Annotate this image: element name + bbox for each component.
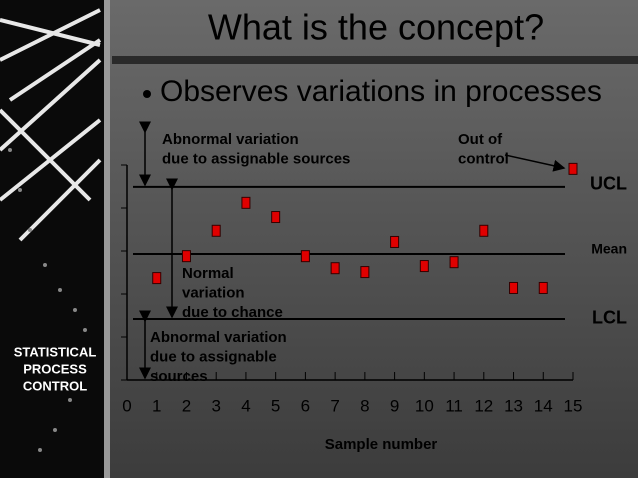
x-tick-label: 0 — [122, 396, 131, 415]
data-point — [152, 272, 162, 285]
annotation: Abnormal variation — [150, 329, 287, 346]
data-point — [360, 266, 370, 279]
data-point — [390, 235, 400, 248]
x-tick-label: 6 — [301, 396, 310, 415]
data-point — [300, 250, 310, 263]
x-tick-label: 13 — [504, 396, 523, 415]
dots — [8, 148, 87, 452]
annotation: due to assignable — [150, 348, 277, 365]
x-tick-label: 4 — [241, 396, 250, 415]
bullet — [143, 90, 151, 98]
x-tick-label: 2 — [182, 396, 191, 415]
annotation: due to chance — [182, 304, 283, 321]
annotation: control — [458, 150, 509, 167]
x-tick-label: 15 — [564, 396, 583, 415]
data-point — [211, 224, 221, 237]
data-point — [538, 281, 548, 294]
data-point — [479, 224, 489, 237]
data-point — [330, 262, 340, 275]
divider — [104, 0, 110, 478]
annotation: sources — [150, 368, 208, 385]
data-point — [181, 250, 191, 263]
side-label: CONTROL — [23, 378, 87, 393]
data-point — [271, 211, 281, 224]
x-axis-label: Sample number — [325, 436, 438, 453]
annotation: Abnormal variation — [162, 131, 299, 148]
x-tick-label: 9 — [390, 396, 399, 415]
side-label: STATISTICAL — [14, 344, 97, 359]
side-label: PROCESS — [23, 361, 87, 376]
x-tick-label: 8 — [360, 396, 369, 415]
control-line-label: LCL — [592, 308, 627, 328]
x-tick-label: 1 — [152, 396, 161, 415]
arrows — [139, 121, 566, 380]
x-tick-label: 14 — [534, 396, 553, 415]
control-line-label: UCL — [590, 174, 627, 194]
title: What is the concept? — [208, 7, 544, 48]
control-line-label: Mean — [591, 241, 627, 257]
left-strip — [0, 0, 110, 478]
annotation: due to assignable sources — [162, 150, 350, 167]
data-point — [419, 260, 429, 273]
data-point — [241, 196, 251, 209]
x-tick-label: 3 — [211, 396, 220, 415]
data-point — [568, 162, 578, 175]
annotation: Out of — [458, 131, 503, 148]
x-tick-label: 11 — [445, 396, 463, 415]
decoration — [0, 8, 102, 242]
x-tick-label: 7 — [330, 396, 339, 415]
x-tick-label: 12 — [474, 396, 493, 415]
data-point — [449, 256, 459, 269]
title-bar — [112, 56, 638, 64]
x-tick-label: 5 — [271, 396, 280, 415]
annotation: Normal — [182, 265, 234, 282]
x-tick-label: 10 — [415, 396, 434, 415]
data-point — [509, 281, 519, 294]
annotation: variation — [182, 284, 245, 301]
subtitle: Observes variations in processes — [160, 75, 602, 108]
